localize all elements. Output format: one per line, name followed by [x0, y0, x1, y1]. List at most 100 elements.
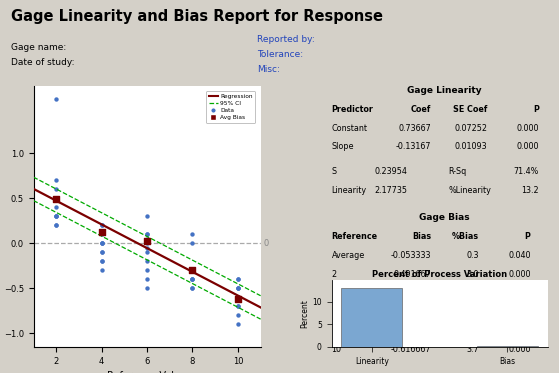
- Point: [97, 240, 106, 246]
- Point: [143, 238, 151, 244]
- Point: [188, 276, 197, 282]
- Text: 0.293: 0.293: [508, 289, 530, 298]
- Text: 71.4%: 71.4%: [514, 167, 539, 176]
- Point: [97, 231, 106, 237]
- Point: [97, 250, 106, 256]
- Text: R-Sq: R-Sq: [448, 167, 467, 176]
- Point: [97, 229, 106, 235]
- Point: [143, 213, 151, 219]
- Point: [188, 285, 197, 291]
- Point: [234, 276, 243, 282]
- Text: 0.000: 0.000: [508, 270, 530, 279]
- Text: Constant: Constant: [331, 123, 368, 132]
- Text: -0.13167: -0.13167: [396, 142, 431, 151]
- Point: [188, 267, 197, 273]
- Text: 3.0: 3.0: [466, 270, 479, 279]
- Text: -0.053333: -0.053333: [391, 251, 431, 260]
- Point: [97, 258, 106, 264]
- Text: Linearity: Linearity: [331, 186, 367, 195]
- Point: [234, 285, 243, 291]
- Point: [143, 276, 151, 282]
- Text: Reported by:: Reported by:: [257, 35, 315, 44]
- Text: 0.01093: 0.01093: [454, 142, 487, 151]
- Text: 0.688: 0.688: [508, 307, 530, 317]
- Text: Date of study:: Date of study:: [11, 58, 75, 67]
- Text: P: P: [533, 105, 539, 114]
- Point: [188, 276, 197, 282]
- X-axis label: Reference Value: Reference Value: [107, 371, 187, 373]
- Text: 10: 10: [331, 345, 342, 354]
- Point: [234, 303, 243, 309]
- Text: 0.3: 0.3: [466, 251, 479, 260]
- Text: 8: 8: [331, 326, 337, 335]
- Point: [234, 322, 243, 327]
- Text: 1.8: 1.8: [466, 326, 479, 335]
- Point: [143, 267, 151, 273]
- Point: [143, 258, 151, 264]
- Text: Predictor: Predictor: [331, 105, 373, 114]
- Point: [188, 267, 197, 273]
- Point: [234, 296, 243, 302]
- Point: [52, 213, 61, 219]
- Text: Gage Bias: Gage Bias: [419, 213, 470, 222]
- Text: P: P: [525, 232, 530, 241]
- Text: 0.125000: 0.125000: [394, 289, 431, 298]
- Text: S: S: [331, 167, 337, 176]
- Point: [143, 245, 151, 251]
- Point: [52, 213, 61, 219]
- Legend: Regression, 95% CI, Data, Avg Bias: Regression, 95% CI, Data, Avg Bias: [206, 91, 255, 123]
- Text: -0.616667: -0.616667: [391, 345, 431, 354]
- Text: SE Coef: SE Coef: [453, 105, 487, 114]
- Text: 2: 2: [331, 270, 337, 279]
- Point: [52, 222, 61, 228]
- Point: [234, 294, 243, 300]
- Point: [97, 222, 106, 228]
- Text: 0.000: 0.000: [517, 142, 539, 151]
- Y-axis label: Bias: Bias: [0, 206, 1, 227]
- Point: [52, 196, 61, 202]
- Text: 2.17735: 2.17735: [374, 186, 408, 195]
- Point: [97, 222, 106, 228]
- Text: 0.73667: 0.73667: [398, 123, 431, 132]
- Text: Tolerance:: Tolerance:: [257, 50, 304, 59]
- Point: [188, 267, 197, 273]
- Point: [97, 250, 106, 256]
- Point: [188, 240, 197, 246]
- Point: [52, 195, 61, 201]
- Point: [188, 267, 197, 273]
- Point: [234, 313, 243, 319]
- Point: [52, 204, 61, 210]
- Y-axis label: Percent: Percent: [300, 299, 310, 327]
- Point: [52, 186, 61, 192]
- Text: %Linearity: %Linearity: [448, 186, 491, 195]
- Text: Slope: Slope: [331, 142, 354, 151]
- Point: [52, 213, 61, 219]
- Text: 0: 0: [263, 239, 268, 248]
- Point: [188, 285, 197, 291]
- Point: [234, 276, 243, 282]
- Text: 0.000: 0.000: [508, 345, 530, 354]
- Point: [52, 195, 61, 201]
- Point: [143, 231, 151, 237]
- Text: 3.7: 3.7: [466, 345, 479, 354]
- Point: [234, 285, 243, 291]
- Point: [97, 240, 106, 246]
- Point: [143, 250, 151, 256]
- Point: [97, 258, 106, 264]
- Text: 0.2: 0.2: [466, 307, 479, 317]
- Point: [188, 276, 197, 282]
- Point: [143, 231, 151, 237]
- Text: 13.2: 13.2: [522, 186, 539, 195]
- Point: [188, 231, 197, 237]
- Text: Gage name:: Gage name:: [11, 43, 67, 52]
- Point: [234, 294, 243, 300]
- Point: [52, 96, 61, 102]
- Text: 0.025000: 0.025000: [394, 307, 431, 317]
- Point: [52, 222, 61, 228]
- Text: 0.07252: 0.07252: [454, 123, 487, 132]
- Text: Misc:: Misc:: [257, 65, 280, 74]
- Text: 4: 4: [331, 289, 337, 298]
- Point: [97, 240, 106, 246]
- Text: 0.000: 0.000: [517, 123, 539, 132]
- Text: 6: 6: [331, 307, 337, 317]
